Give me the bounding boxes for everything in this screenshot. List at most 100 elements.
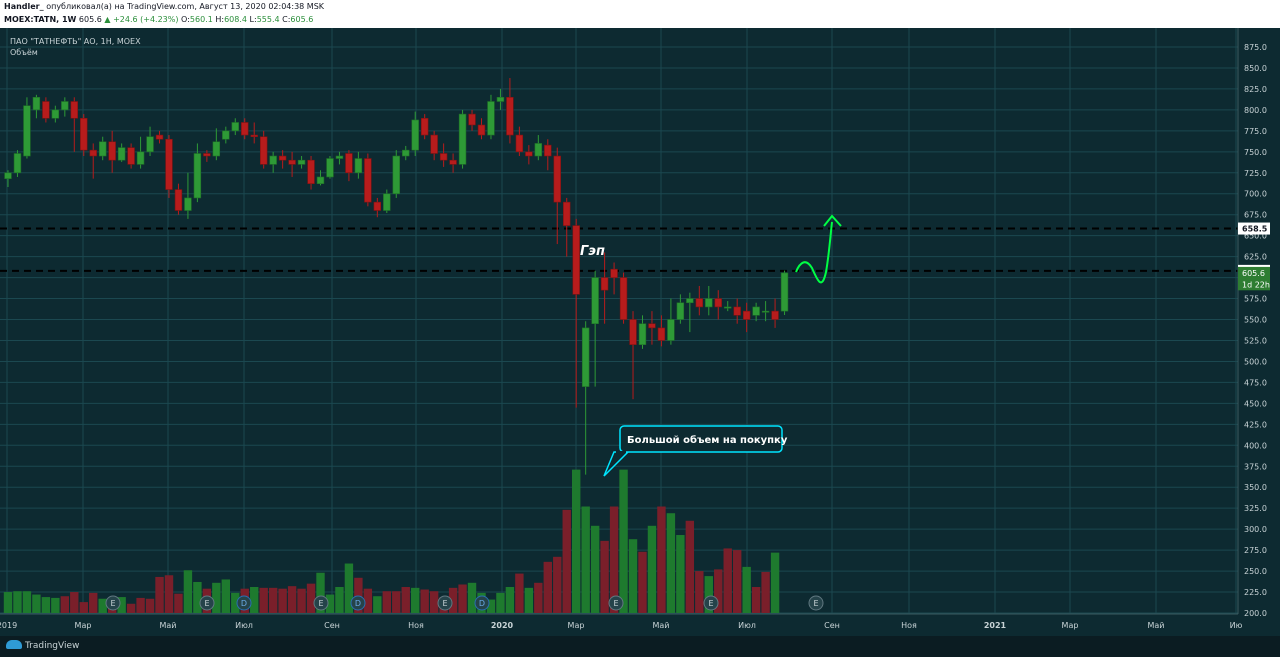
time-tick-label: Мар xyxy=(1062,621,1079,630)
volume-bar xyxy=(70,592,79,613)
close-value: 605.6 xyxy=(290,15,314,24)
dividend-marker-label: D xyxy=(241,599,247,608)
candle-down xyxy=(553,155,561,203)
high-value: 608.4 xyxy=(224,15,247,24)
volume-bar xyxy=(619,469,628,613)
gap-label: Гэп xyxy=(580,244,605,259)
volume-bar xyxy=(609,506,619,613)
price-tick-label: 300.0 xyxy=(1244,525,1267,534)
forecast-arrow xyxy=(795,221,833,284)
volume-bar xyxy=(695,571,704,613)
candle-up xyxy=(411,119,419,151)
volume-bar xyxy=(600,540,609,613)
candle-down xyxy=(430,134,438,154)
volume-bar xyxy=(723,548,732,613)
candle-up xyxy=(184,197,192,211)
volume-bars xyxy=(3,469,780,613)
volume-bar xyxy=(164,575,174,613)
price-badge xyxy=(1238,266,1270,279)
candle-up xyxy=(212,141,221,157)
footer-bar: TradingView xyxy=(0,636,1280,657)
volume-bar xyxy=(751,587,761,613)
volume-bar xyxy=(420,589,429,613)
candle-up xyxy=(222,130,230,140)
price-tick-label: 275.0 xyxy=(1244,546,1267,555)
price-tick-label: 200.0 xyxy=(1244,609,1267,618)
candle-down xyxy=(89,149,97,157)
candles xyxy=(4,78,789,475)
volume-bar xyxy=(155,576,164,613)
volume-bar xyxy=(392,591,401,613)
chart-titles: ПАО "ТАТНЕФТЬ" АО, 1Н, MOEX Объём xyxy=(10,37,141,57)
candle-up xyxy=(354,158,363,174)
price-badge-label: 658.5 xyxy=(1242,225,1268,234)
time-axis-bg xyxy=(0,614,1238,636)
price-tick-label: 725.0 xyxy=(1244,169,1267,178)
price-tick-label: 875.0 xyxy=(1244,43,1267,52)
candle-up xyxy=(335,155,344,159)
chart-title: ПАО "ТАТНЕФТЬ" АО, 1Н, MOEX xyxy=(10,37,141,46)
last-price: 605.6 xyxy=(78,15,102,24)
candle-down xyxy=(259,136,268,165)
volume-bar xyxy=(79,602,88,613)
candle-down xyxy=(108,141,116,161)
symbol-interval[interactable]: MOEX:TATN, 1W xyxy=(4,15,77,24)
candle-up xyxy=(269,155,277,165)
candle-up xyxy=(581,327,590,387)
author-name[interactable]: Handler_ xyxy=(4,2,44,11)
volume-bar xyxy=(448,587,458,613)
volume-bar xyxy=(354,577,363,613)
volume-bar xyxy=(41,597,51,613)
volume-bar xyxy=(515,573,524,613)
volume-bar xyxy=(297,588,306,613)
volume-bar xyxy=(732,550,742,613)
price-tick-label: 375.0 xyxy=(1244,462,1267,471)
time-axis[interactable]: 2019 Мар Май Июл Сен Ноя 2020 Мар Май Июл Сен Ноя 20… xyxy=(0,621,1243,630)
candle-up xyxy=(761,310,770,313)
time-tick-label: Мар xyxy=(75,621,92,630)
time-tick-label: Ноя xyxy=(901,621,917,630)
candle-down xyxy=(600,277,609,291)
volume-bar xyxy=(666,513,676,613)
volume-bar xyxy=(505,587,515,613)
candle-down xyxy=(619,277,628,320)
candle-up xyxy=(705,298,713,308)
price-tick-label: 850.0 xyxy=(1244,64,1267,73)
volume-bar xyxy=(676,535,685,613)
volume-bar xyxy=(268,587,278,613)
candle-down xyxy=(165,138,173,190)
candle-down xyxy=(544,144,552,157)
volume-bar xyxy=(51,597,60,613)
volume-bar xyxy=(534,582,543,613)
volume-bar xyxy=(657,506,666,613)
time-tick-label: 2020 xyxy=(491,621,514,630)
time-tick-label: Мар xyxy=(568,621,585,630)
dividend-marker xyxy=(236,595,252,611)
price-tick-label: 525.0 xyxy=(1244,336,1267,345)
candle-up xyxy=(4,172,12,179)
candle-up xyxy=(392,155,400,195)
candle-up xyxy=(99,141,107,157)
candle-up xyxy=(402,149,410,157)
price-badge xyxy=(1238,278,1270,291)
candle-up xyxy=(383,193,391,211)
price-badge-label: 605.6 xyxy=(1242,269,1265,278)
volume-bar xyxy=(117,597,126,613)
price-tick-label: 250.0 xyxy=(1244,567,1267,576)
price-badge-label: 1d 22h xyxy=(1242,280,1270,289)
volume-bar xyxy=(553,556,562,613)
volume-bar xyxy=(543,561,552,613)
candle-up xyxy=(146,136,154,153)
high-label: H: xyxy=(215,15,225,24)
tradingview-logo[interactable]: TradingView xyxy=(6,640,79,651)
candle-down xyxy=(449,159,457,165)
candle-down xyxy=(373,201,382,211)
low-label: L: xyxy=(249,15,257,24)
volume-bar xyxy=(183,570,193,613)
volume-bar xyxy=(742,566,751,613)
volume-bar xyxy=(126,603,136,613)
price-tick-label: 575.0 xyxy=(1244,295,1267,304)
